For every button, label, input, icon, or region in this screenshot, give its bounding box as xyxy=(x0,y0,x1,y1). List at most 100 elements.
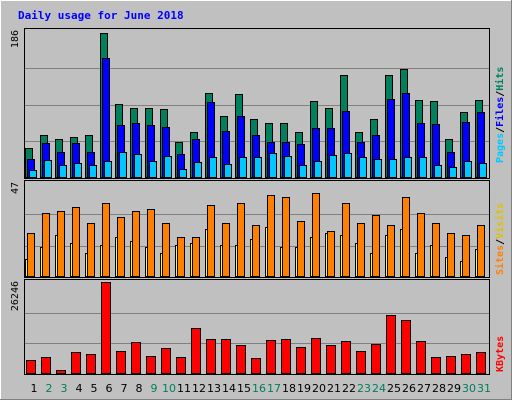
ymax-label-kbytes: 26246 xyxy=(10,281,21,311)
bar-pages-day-14 xyxy=(224,164,232,178)
bar-sites-day-29 xyxy=(447,233,455,277)
bar-pages-day-5 xyxy=(89,165,97,178)
bar-kbytes-day-24 xyxy=(371,344,381,374)
bar-pages-day-3 xyxy=(59,165,67,178)
bar-sites-day-27 xyxy=(417,213,425,277)
day-label-5: 5 xyxy=(91,382,98,395)
bar-pages-day-11 xyxy=(179,169,187,178)
bar-sites-day-6 xyxy=(102,203,110,277)
bar-sites-day-24 xyxy=(372,215,380,277)
bar-sites-day-1 xyxy=(27,233,35,277)
legend-files: Files xyxy=(494,97,506,127)
bar-kbytes-day-1 xyxy=(26,360,36,374)
bar-kbytes-day-5 xyxy=(86,354,96,374)
bar-kbytes-day-28 xyxy=(431,357,441,374)
bar-kbytes-day-20 xyxy=(311,338,321,374)
bar-sites-day-26 xyxy=(402,197,410,277)
bar-kbytes-day-8 xyxy=(131,342,141,374)
bar-sites-day-13 xyxy=(207,205,215,277)
legend-sites: Sites xyxy=(494,245,506,275)
bar-sites-day-21 xyxy=(327,231,335,277)
bar-pages-day-8 xyxy=(134,154,142,178)
bar-pages-day-7 xyxy=(119,152,127,178)
bar-kbytes-day-30 xyxy=(461,354,471,374)
bar-sites-day-28 xyxy=(432,223,440,277)
bar-pages-day-21 xyxy=(329,155,337,178)
day-label-26: 26 xyxy=(402,382,416,395)
bar-sites-day-30 xyxy=(462,235,470,277)
ymax-label-hits: 186 xyxy=(10,30,21,48)
bar-sites-day-10 xyxy=(162,223,170,277)
bar-sites-day-11 xyxy=(177,237,185,277)
bar-kbytes-day-16 xyxy=(251,358,261,374)
bar-pages-day-15 xyxy=(239,157,247,178)
day-label-9: 9 xyxy=(151,382,158,395)
day-label-2: 2 xyxy=(46,382,53,395)
day-label-25: 25 xyxy=(387,382,401,395)
legend-hits: Hits xyxy=(494,67,506,91)
bar-sites-day-12 xyxy=(192,237,200,277)
bar-sites-day-31 xyxy=(477,225,485,277)
day-label-15: 15 xyxy=(237,382,251,395)
bar-kbytes-day-23 xyxy=(356,351,366,374)
bar-kbytes-day-18 xyxy=(281,339,291,374)
chart-title: Daily usage for June 2018 xyxy=(18,9,184,22)
bars xyxy=(25,33,487,374)
bar-sites-day-17 xyxy=(267,195,275,277)
bar-pages-day-16 xyxy=(254,157,262,178)
day-label-17: 17 xyxy=(267,382,281,395)
day-label-12: 12 xyxy=(192,382,206,395)
bar-pages-day-27 xyxy=(419,157,427,178)
day-label-24: 24 xyxy=(372,382,386,395)
day-label-21: 21 xyxy=(327,382,341,395)
bar-kbytes-day-2 xyxy=(41,357,51,374)
bar-sites-day-22 xyxy=(342,203,350,277)
bar-kbytes-day-9 xyxy=(146,356,156,374)
bar-kbytes-day-31 xyxy=(476,352,486,374)
side-legend-hits-panel: Pages/Files/Hits xyxy=(494,67,506,163)
day-label-11: 11 xyxy=(177,382,191,395)
day-label-4: 4 xyxy=(76,382,83,395)
bar-pages-day-9 xyxy=(149,161,157,178)
bar-sites-day-19 xyxy=(297,221,305,277)
day-label-20: 20 xyxy=(312,382,326,395)
bar-pages-day-25 xyxy=(389,159,397,178)
day-label-10: 10 xyxy=(162,382,176,395)
bar-pages-day-13 xyxy=(209,157,217,178)
day-labels: 1 2 3 4 5 6 7 8 9 10 11 12 13 14 15 16 17 18 19 20 21 22 23 24 2… xyxy=(31,382,492,395)
bar-kbytes-day-3 xyxy=(56,370,66,374)
legend-sep-2: / xyxy=(495,91,506,97)
bar-sites-day-8 xyxy=(132,211,140,277)
bar-kbytes-day-25 xyxy=(386,315,396,374)
bar-sites-day-20 xyxy=(312,193,320,277)
bar-kbytes-day-6 xyxy=(101,282,111,374)
bar-pages-day-2 xyxy=(44,160,52,178)
day-label-28: 28 xyxy=(432,382,446,395)
day-label-1: 1 xyxy=(31,382,38,395)
bar-pages-day-17 xyxy=(269,153,277,178)
bar-sites-day-9 xyxy=(147,209,155,277)
day-label-23: 23 xyxy=(357,382,371,395)
bar-pages-day-12 xyxy=(194,162,202,178)
bar-kbytes-day-17 xyxy=(266,340,276,374)
day-label-19: 19 xyxy=(297,382,311,395)
bar-pages-day-4 xyxy=(74,163,82,178)
legend-sep-1: / xyxy=(495,127,506,133)
bar-pages-day-31 xyxy=(479,163,487,178)
ymax-label-sites: 47 xyxy=(10,182,21,194)
bar-pages-day-1 xyxy=(29,170,37,178)
day-label-16: 16 xyxy=(252,382,266,395)
legend-sep-3: / xyxy=(495,239,506,245)
bar-pages-day-19 xyxy=(299,165,307,178)
bar-kbytes-day-27 xyxy=(416,341,426,374)
legend-visits: Visits xyxy=(494,203,506,239)
day-label-29: 29 xyxy=(447,382,461,395)
side-legend-sites-panel: Sites/Visits xyxy=(494,203,506,275)
day-label-6: 6 xyxy=(106,382,113,395)
day-label-30: 30 xyxy=(462,382,476,395)
bar-pages-day-30 xyxy=(464,161,472,178)
day-label-22: 22 xyxy=(342,382,356,395)
bar-pages-day-26 xyxy=(404,157,412,178)
